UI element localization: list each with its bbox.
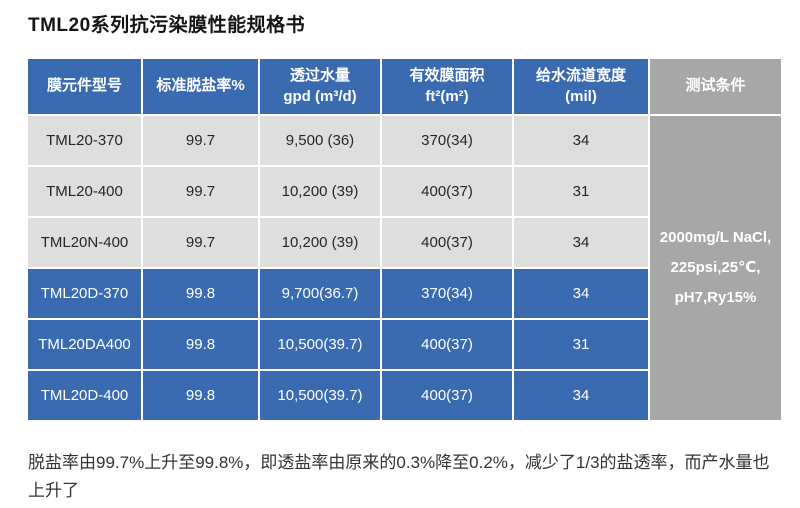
cell-area: 400(37) bbox=[382, 320, 512, 369]
cell-channel: 34 bbox=[514, 218, 648, 267]
header-flow-label-line1: 透过水量 bbox=[289, 67, 350, 85]
cell-rejection: 99.7 bbox=[143, 218, 258, 267]
cell-rejection: 99.7 bbox=[143, 167, 258, 216]
cell-flow: 10,500(39.7) bbox=[260, 371, 380, 420]
header-cell-channel: 给水流道宽度 (mil) bbox=[514, 59, 648, 114]
header-flow-label-line2: gpd (m³/d) bbox=[283, 87, 357, 105]
cell-area: 400(37) bbox=[382, 167, 512, 216]
cell-channel: 31 bbox=[514, 320, 648, 369]
cell-flow: 9,500 (36) bbox=[260, 116, 380, 165]
header-area-label-line2: ft²(m²) bbox=[425, 87, 469, 105]
footnote-line1: 脱盐率由99.7%上升至99.8%，即透盐率由原来的0.3%降至0.2%，减少了… bbox=[28, 453, 770, 500]
cell-channel: 34 bbox=[514, 269, 648, 318]
header-cell-rejection: 标准脱盐率% bbox=[143, 59, 258, 114]
header-rejection-label: 标准脱盐率% bbox=[156, 77, 245, 95]
cell-flow: 10,200 (39) bbox=[260, 218, 380, 267]
cell-channel: 34 bbox=[514, 116, 648, 165]
header-channel-label-line1: 给水流道宽度 bbox=[535, 67, 626, 85]
test-conditions-line2: 225psi,25℃, bbox=[670, 259, 761, 276]
spec-table: 膜元件型号 标准脱盐率% 透过水量 gpd (m³/d) 有效膜面积 ft²(m… bbox=[28, 59, 783, 420]
header-model-label: 膜元件型号 bbox=[46, 77, 122, 95]
header-cell-flow: 透过水量 gpd (m³/d) bbox=[260, 59, 380, 114]
header-cell-test-conditions: 测试条件 bbox=[650, 59, 781, 114]
test-conditions-line3: pH7,Ry15% bbox=[674, 289, 757, 306]
cell-rejection: 99.8 bbox=[143, 269, 258, 318]
header-test-conditions-label: 测试条件 bbox=[685, 77, 746, 95]
cell-rejection: 99.8 bbox=[143, 320, 258, 369]
cell-area: 400(37) bbox=[382, 371, 512, 420]
test-conditions-cell: 2000mg/L NaCl, 225psi,25℃, pH7,Ry15% bbox=[650, 116, 781, 420]
cell-model: TML20D-370 bbox=[28, 269, 141, 318]
header-cell-model: 膜元件型号 bbox=[28, 59, 141, 114]
cell-rejection: 99.7 bbox=[143, 116, 258, 165]
cell-area: 370(34) bbox=[382, 116, 512, 165]
footnote: 脱盐率由99.7%上升至99.8%，即透盐率由原来的0.3%降至0.2%，减少了… bbox=[28, 449, 772, 508]
cell-flow: 9,700(36.7) bbox=[260, 269, 380, 318]
cell-model: TML20-370 bbox=[28, 116, 141, 165]
cell-area: 370(34) bbox=[382, 269, 512, 318]
cell-rejection: 99.8 bbox=[143, 371, 258, 420]
cell-flow: 10,200 (39) bbox=[260, 167, 380, 216]
cell-model: TML20DA400 bbox=[28, 320, 141, 369]
cell-area: 400(37) bbox=[382, 218, 512, 267]
test-conditions-line1: 2000mg/L NaCl, bbox=[659, 229, 772, 246]
cell-model: TML20N-400 bbox=[28, 218, 141, 267]
header-channel-label-line2: (mil) bbox=[565, 87, 597, 105]
cell-model: TML20-400 bbox=[28, 167, 141, 216]
header-cell-area: 有效膜面积 ft²(m²) bbox=[382, 59, 512, 114]
cell-model: TML20D-400 bbox=[28, 371, 141, 420]
cell-flow: 10,500(39.7) bbox=[260, 320, 380, 369]
page-title: TML20系列抗污染膜性能规格书 bbox=[28, 15, 306, 36]
cell-channel: 31 bbox=[514, 167, 648, 216]
cell-channel: 34 bbox=[514, 371, 648, 420]
header-area-label-line1: 有效膜面积 bbox=[409, 67, 485, 85]
